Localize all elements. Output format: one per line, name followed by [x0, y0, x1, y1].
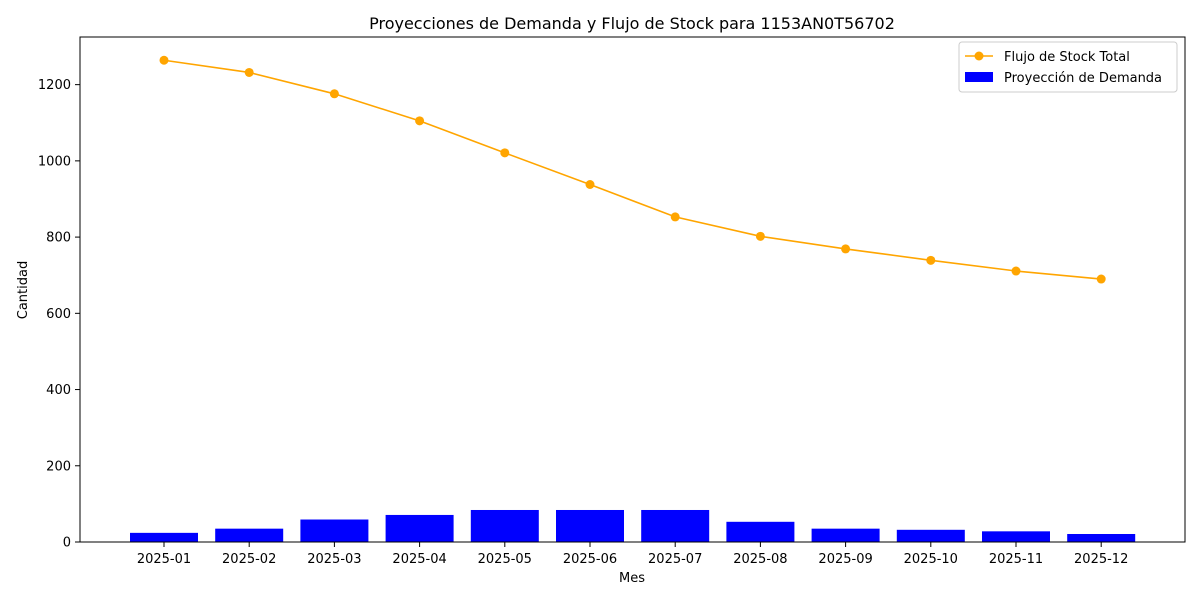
bars-layer: [130, 509, 1136, 542]
stock-flow-point: [926, 255, 936, 265]
x-tick-label: 2025-07: [648, 552, 702, 567]
demand-bar: [556, 509, 624, 542]
x-tick-label: 2025-05: [478, 552, 532, 567]
stock-flow-point: [415, 116, 425, 126]
stock-flow-point: [670, 212, 680, 222]
stock-flow-point: [329, 89, 339, 99]
demand-bar: [1067, 533, 1136, 542]
legend-label-demand: Proyección de Demanda: [1004, 71, 1162, 86]
demand-bar: [470, 509, 539, 542]
demand-bar: [130, 532, 198, 542]
y-tick-label: 1000: [38, 154, 71, 169]
demand-bar: [982, 531, 1050, 542]
y-tick-label: 600: [46, 307, 71, 322]
stock-flow-point: [1096, 274, 1106, 284]
x-axis-label: Mes: [619, 571, 645, 586]
demand-bar: [300, 519, 369, 542]
x-tick-label: 2025-04: [392, 552, 446, 567]
y-axis-label: Cantidad: [16, 261, 31, 319]
y-tick-label: 1200: [38, 78, 71, 93]
demand-bar: [811, 528, 880, 542]
demand-bar: [215, 528, 284, 542]
stock-flow-line: [163, 59, 1102, 280]
stock-flow-point: [500, 148, 510, 158]
x-tick-label: 2025-08: [733, 552, 787, 567]
y-tick-label: 0: [63, 536, 71, 551]
y-tick-label: 200: [46, 459, 71, 474]
stock-flow-point: [755, 231, 765, 241]
demand-bar: [641, 509, 710, 542]
x-tick-label: 2025-06: [563, 552, 617, 567]
x-tick-label: 2025-10: [904, 552, 958, 567]
stock-flow-point: [1011, 266, 1021, 276]
stock-flow-point: [159, 55, 169, 65]
x-tick-label: 2025-01: [137, 552, 191, 567]
legend-line-marker: [974, 51, 984, 61]
y-tick-label: 800: [46, 231, 71, 246]
legend-bar-swatch: [965, 72, 993, 82]
x-tick-label: 2025-02: [222, 552, 276, 567]
legend-box: [958, 41, 1178, 93]
x-tick-label: 2025-11: [989, 552, 1043, 567]
y-tick-label: 400: [46, 383, 71, 398]
x-tick-label: 2025-12: [1074, 552, 1128, 567]
stock-flow-point: [585, 179, 595, 189]
demand-bar: [726, 521, 795, 542]
line-layer: [159, 55, 1106, 284]
plot-frame: [79, 36, 1186, 543]
legend: Flujo de Stock Total Proyección de Demand…: [958, 41, 1178, 93]
x-tick-label: 2025-03: [307, 552, 361, 567]
chart-title: Proyecciones de Demanda y Flujo de Stock…: [369, 14, 895, 33]
demand-bar: [896, 529, 965, 542]
demand-bar: [385, 514, 454, 542]
x-tick-label: 2025-09: [818, 552, 872, 567]
stock-flow-point: [244, 67, 254, 77]
stock-flow-point: [841, 244, 851, 254]
legend-label-stock-flow: Flujo de Stock Total: [1004, 50, 1130, 65]
axes-layer: 2025-01 2025-02 2025-03 2025-04 2025-05 2025-…: [38, 36, 1186, 567]
